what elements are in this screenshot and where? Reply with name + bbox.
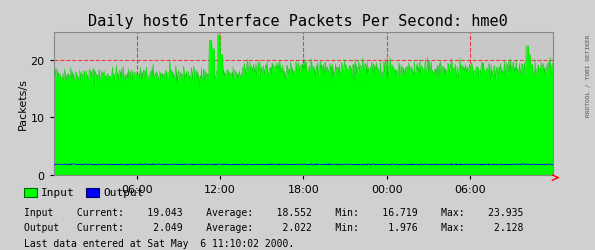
Y-axis label: Packets/s: Packets/s: [18, 78, 27, 130]
Text: Input    Current:    19.043    Average:    18.552    Min:    16.719    Max:    2: Input Current: 19.043 Average: 18.552 Mi…: [24, 207, 523, 217]
Text: RRDTOOL / TOBI OETIKER: RRDTOOL / TOBI OETIKER: [585, 34, 590, 116]
Text: Output   Current:     2.049    Average:     2.022    Min:     1.976    Max:     : Output Current: 2.049 Average: 2.022 Min…: [24, 222, 523, 232]
Bar: [24, 188, 37, 197]
Text: Last data entered at Sat May  6 11:10:02 2000.: Last data entered at Sat May 6 11:10:02 …: [24, 238, 294, 248]
Text: Output: Output: [103, 188, 143, 198]
Text: Daily host6 Interface Packets Per Second: hme0: Daily host6 Interface Packets Per Second…: [87, 14, 508, 29]
Text: Input: Input: [40, 188, 74, 198]
Bar: [86, 188, 99, 197]
